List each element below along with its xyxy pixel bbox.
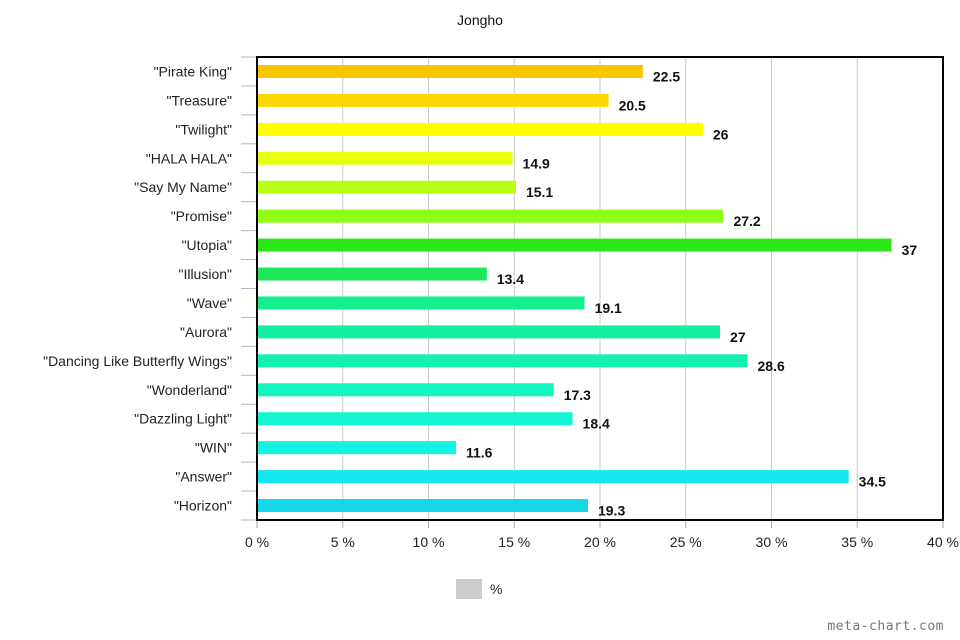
bar[interactable] <box>257 209 724 223</box>
x-tick-label: 30 % <box>756 534 788 550</box>
legend-label: % <box>490 581 503 597</box>
data-label: 19.1 <box>595 300 622 316</box>
x-tick-label: 35 % <box>841 534 873 550</box>
bar[interactable] <box>257 267 487 281</box>
category-label: "Treasure" <box>167 92 232 108</box>
data-label: 20.5 <box>619 97 646 113</box>
data-label: 13.4 <box>497 271 524 287</box>
data-label: 27 <box>730 329 746 345</box>
data-label: 26 <box>713 126 729 142</box>
category-label: "Say My Name" <box>134 179 232 195</box>
data-label: 34.5 <box>859 474 886 490</box>
bar[interactable] <box>257 151 513 165</box>
bar[interactable] <box>257 499 588 513</box>
category-label: "HALA HALA" <box>146 150 232 166</box>
category-label: "Aurora" <box>180 324 232 340</box>
data-label: 37 <box>902 242 918 258</box>
x-tick-label: 20 % <box>584 534 616 550</box>
category-label: "Promise" <box>171 208 232 224</box>
x-tick-label: 25 % <box>670 534 702 550</box>
data-label: 15.1 <box>526 184 553 200</box>
category-label: "Illusion" <box>178 266 232 282</box>
category-label: "Utopia" <box>182 237 232 253</box>
bar[interactable] <box>257 180 516 194</box>
data-label: 19.3 <box>598 503 625 519</box>
data-label: 22.5 <box>653 68 680 84</box>
bar[interactable] <box>257 470 849 484</box>
bar[interactable] <box>257 412 573 426</box>
category-label: "Wonderland" <box>147 382 232 398</box>
category-label: "Dancing Like Butterfly Wings" <box>43 353 232 369</box>
x-tick-label: 15 % <box>498 534 530 550</box>
category-label: "Dazzling Light" <box>134 411 232 427</box>
x-tick-label: 10 % <box>413 534 445 550</box>
data-label: 18.4 <box>583 416 610 432</box>
bar[interactable] <box>257 93 609 107</box>
bar[interactable] <box>257 122 703 136</box>
data-label: 17.3 <box>564 387 591 403</box>
x-tick-label: 40 % <box>927 534 959 550</box>
data-label: 28.6 <box>757 358 784 374</box>
bar[interactable] <box>257 296 585 310</box>
bar[interactable] <box>257 354 748 368</box>
chart-title: Jongho <box>457 12 503 28</box>
category-label: "WIN" <box>195 440 232 456</box>
legend-swatch <box>456 579 482 599</box>
category-label: "Wave" <box>187 295 232 311</box>
bar[interactable] <box>257 238 892 252</box>
x-tick-label: 0 % <box>245 534 269 550</box>
bar[interactable] <box>257 383 554 397</box>
bar[interactable] <box>257 441 456 455</box>
legend[interactable]: % <box>456 579 502 599</box>
category-label: "Horizon" <box>174 498 232 514</box>
x-tick-label: 5 % <box>331 534 355 550</box>
data-label: 11.6 <box>466 445 493 461</box>
bar[interactable] <box>257 64 643 78</box>
data-label: 14.9 <box>523 155 550 171</box>
category-label: "Pirate King" <box>154 63 232 79</box>
bar[interactable] <box>257 325 721 339</box>
data-label: 27.2 <box>733 213 760 229</box>
watermark: meta-chart.com <box>827 619 944 634</box>
category-label: "Answer" <box>175 469 232 485</box>
plot-border <box>256 56 944 521</box>
category-label: "Twilight" <box>175 121 232 137</box>
